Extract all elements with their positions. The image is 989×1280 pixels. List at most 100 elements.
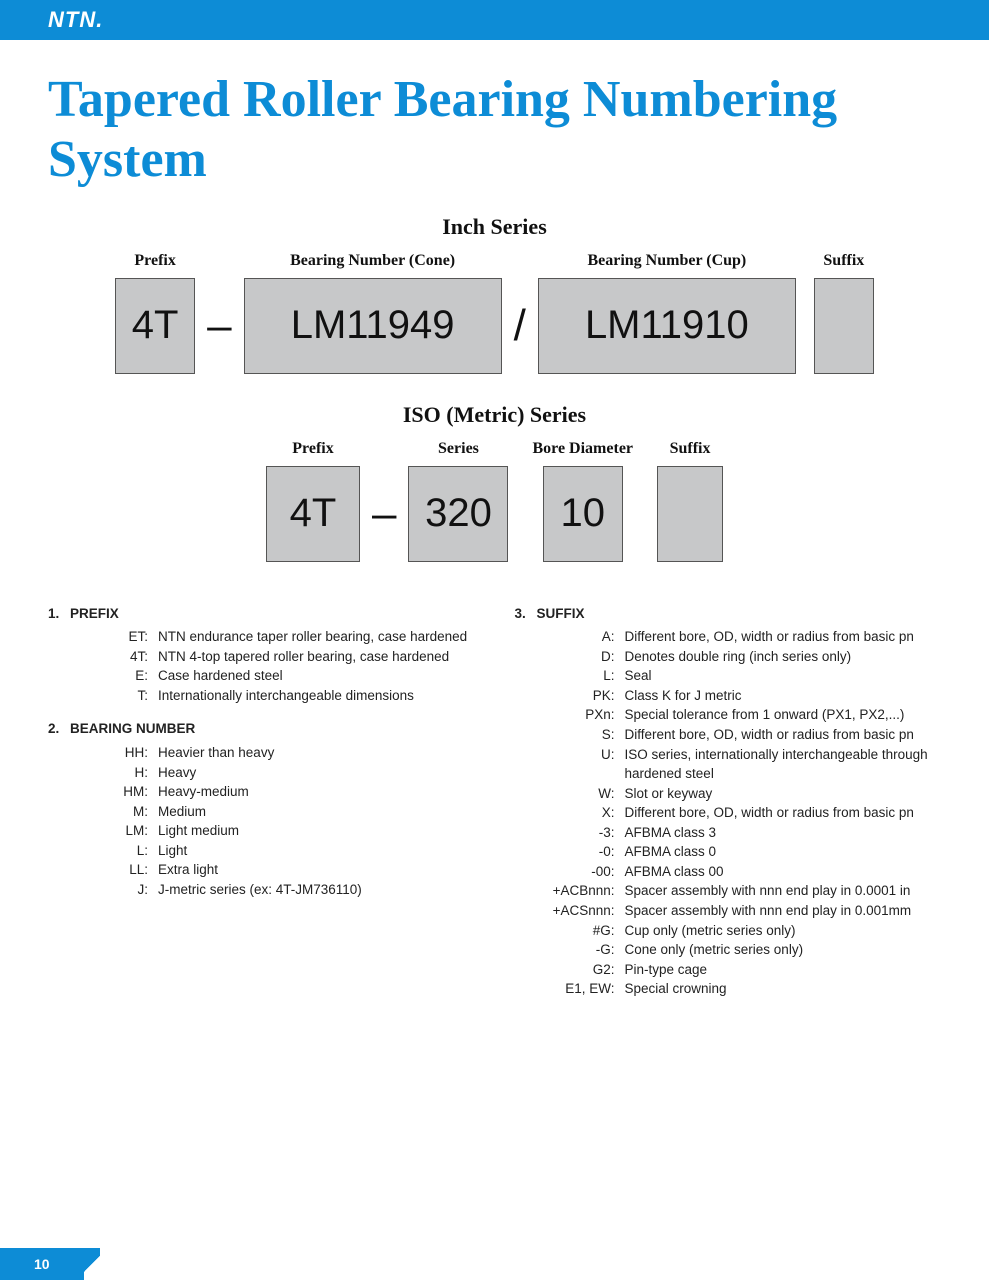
definition-key: H: [80,763,158,783]
definition-value: Heavier than heavy [158,743,475,763]
definition-row: HM:Heavy-medium [80,782,475,802]
diagram-box [814,278,874,374]
diagram-box: LM11910 [538,278,796,374]
definition-row: #G:Cup only (metric series only) [547,921,942,941]
definition-row: PXn:Special tolerance from 1 onward (PX1… [547,705,942,725]
definition-row: L:Seal [547,666,942,686]
definition-value: Heavy [158,763,475,783]
definition-key: +ACBnnn: [547,881,625,901]
definition-value: Spacer assembly with nnn end play in 0.0… [625,881,942,901]
definition-row: W:Slot or keyway [547,784,942,804]
page-title: Tapered Roller Bearing Numbering System [48,70,941,190]
diagram-label: Prefix [292,440,333,458]
inch-heading: Inch Series [48,214,941,240]
definition-key: -0: [547,842,625,862]
definition-value: Light medium [158,821,475,841]
diagram-label: Bearing Number (Cup) [587,252,746,270]
definition-row: +ACBnnn:Spacer assembly with nnn end pla… [547,881,942,901]
diagram-box: 320 [408,466,508,562]
definition-row: G2:Pin-type cage [547,960,942,980]
section-heading: 2.BEARING NUMBER [48,719,475,739]
definition-value: NTN 4-top tapered roller bearing, case h… [158,647,475,667]
diagram-box: 4T [266,466,360,562]
definition-row: -3:AFBMA class 3 [547,823,942,843]
definition-key: +ACSnnn: [547,901,625,921]
diagram-part: Bearing Number (Cup) LM11910 [538,252,796,374]
header-bar: NTN. [0,0,989,40]
definition-row: S:Different bore, OD, width or radius fr… [547,725,942,745]
diagram-part: Prefix4T [115,252,195,374]
definition-row: E1, EW:Special crowning [547,979,942,999]
definition-value: Case hardened steel [158,666,475,686]
definition-key: W: [547,784,625,804]
diagram-part: Series 320 [408,440,508,562]
diagram-box: 10 [543,466,623,562]
definition-row: +ACSnnn:Spacer assembly with nnn end pla… [547,901,942,921]
definition-value: Extra light [158,860,475,880]
definition-list: HH:Heavier than heavyH:HeavyHM:Heavy-med… [80,743,475,900]
definition-key: T: [80,686,158,706]
page-content: Tapered Roller Bearing Numbering System … [0,40,989,1013]
definition-row: -00:AFBMA class 00 [547,862,942,882]
definition-value: Slot or keyway [625,784,942,804]
definition-row: J:J-metric series (ex: 4T-JM736110) [80,880,475,900]
definition-value: Pin-type cage [625,960,942,980]
separator: – [195,278,243,374]
definition-key: PXn: [547,705,625,725]
diagram-label: Series [438,440,479,458]
definition-value: Cup only (metric series only) [625,921,942,941]
definition-row: PK:Class K for J metric [547,686,942,706]
definition-row: T:Internationally interchangeable dimens… [80,686,475,706]
definition-value: AFBMA class 0 [625,842,942,862]
definition-row: U:ISO series, internationally interchang… [547,745,942,784]
definition-key: #G: [547,921,625,941]
definition-key: E: [80,666,158,686]
definitions-columns: 1.PREFIXET:NTN endurance taper roller be… [48,604,941,1013]
definition-key: A: [547,627,625,647]
separator: / [502,278,538,374]
definition-value: J-metric series (ex: 4T-JM736110) [158,880,475,900]
definition-value: Different bore, OD, width or radius from… [625,627,942,647]
diagram-part: Bore Diameter10 [532,440,633,562]
definition-row: -G:Cone only (metric series only) [547,940,942,960]
diagram-part: Bearing Number (Cone)LM11949 [244,252,502,374]
brand-logo: NTN. [48,7,103,33]
definition-value: AFBMA class 00 [625,862,942,882]
definition-row: X:Different bore, OD, width or radius fr… [547,803,942,823]
definition-key: L: [547,666,625,686]
definition-list: ET:NTN endurance taper roller bearing, c… [80,627,475,705]
definition-row: L:Light [80,841,475,861]
definition-value: AFBMA class 3 [625,823,942,843]
definition-value: Denotes double ring (inch series only) [625,647,942,667]
definition-value: Seal [625,666,942,686]
inch-diagram: Prefix4T–Bearing Number (Cone)LM11949/Be… [48,252,941,374]
iso-diagram: Prefix4T–Series320Bore Diameter10Suffix [48,440,941,562]
definition-key: PK: [547,686,625,706]
definition-key: -3: [547,823,625,843]
definition-row: 4T:NTN 4-top tapered roller bearing, cas… [80,647,475,667]
definition-row: H:Heavy [80,763,475,783]
definition-key: ET: [80,627,158,647]
diagram-box: 4T [115,278,195,374]
definition-key: E1, EW: [547,979,625,999]
definition-value: Spacer assembly with nnn end play in 0.0… [625,901,942,921]
definition-value: Different bore, OD, width or radius from… [625,725,942,745]
definition-value: Special tolerance from 1 onward (PX1, PX… [625,705,942,725]
definition-key: S: [547,725,625,745]
definition-row: ET:NTN endurance taper roller bearing, c… [80,627,475,647]
iso-heading: ISO (Metric) Series [48,402,941,428]
diagram-box: LM11949 [244,278,502,374]
definition-key: HH: [80,743,158,763]
definition-list: A:Different bore, OD, width or radius fr… [547,627,942,999]
definition-key: G2: [547,960,625,980]
definition-value: Different bore, OD, width or radius from… [625,803,942,823]
definition-key: L: [80,841,158,861]
definition-key: X: [547,803,625,823]
definition-value: NTN endurance taper roller bearing, case… [158,627,475,647]
definition-row: LL:Extra light [80,860,475,880]
section-heading: 3.SUFFIX [515,604,942,624]
diagram-label: Suffix [823,252,864,270]
definition-value: Internationally interchangeable dimensio… [158,686,475,706]
definition-key: M: [80,802,158,822]
definition-value: Light [158,841,475,861]
